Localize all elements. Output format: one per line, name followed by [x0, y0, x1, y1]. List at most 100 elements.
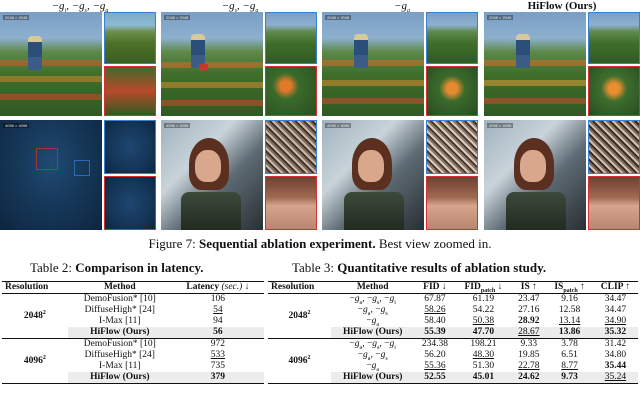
latency-cell: 735 [210, 361, 226, 371]
fid-cell: 58.40 [424, 316, 446, 326]
image-main: 4096 × 4096 [0, 120, 102, 230]
table-row: 40962 −ga, −gs, −gi 234.38 198.21 9.33 3… [268, 338, 638, 366]
column-header-2: −gs, −ga [221, 0, 259, 14]
method-cell: HiFlow (Ours) [330, 372, 415, 384]
fid-cell: 55.39 [414, 327, 456, 339]
header-clip: CLIP ↑ [600, 282, 631, 292]
method-cell: −ga, −gs [357, 305, 388, 317]
column-header-4: HiFlow (Ours) [527, 0, 597, 12]
zoom-inset-bottom [426, 176, 478, 230]
resolution-tag: 2048 × 2048 [3, 15, 30, 20]
is-cell: 19.85 [518, 350, 540, 360]
method-cell: I-Max [11] [99, 316, 141, 326]
fid-patch-cell: 51.30 [472, 361, 495, 371]
is-cell: 24.62 [511, 372, 547, 384]
is-patch-cell: 6.51 [561, 350, 578, 360]
fid-cell: 67.87 [424, 294, 446, 304]
clip-cell: 34.90 [604, 316, 627, 326]
image-main: 4096 × 4096 [161, 120, 263, 230]
table-row: 40962 DemoFusion* [10] 972 [2, 338, 264, 366]
zoom-border-red [265, 66, 317, 116]
table3-title: Table 3: Quantitative results of ablatio… [292, 260, 546, 276]
column-header-3: −ga [394, 0, 410, 14]
caption-label: Figure 7: [148, 236, 196, 251]
column-header-1: −gi, −gs, −ga [51, 0, 109, 14]
resolution-tag: 4096 × 4096 [164, 123, 191, 128]
table-row: −ga 55.36 51.30 22.78 8.77 35.44 [268, 361, 638, 373]
fid-cell: 56.20 [424, 350, 446, 360]
table-row: −ga 58.40 50.38 28.92 13.14 34.90 [268, 316, 638, 328]
table-row-ours: HiFlow (Ours) 56 [2, 327, 264, 339]
image-main: 4096 × 4096 [322, 120, 424, 230]
zoom-border-red [588, 176, 640, 230]
method-cell: HiFlow (Ours) [67, 327, 172, 339]
zoom-border-blue [426, 120, 478, 174]
is-cell: 9.33 [520, 339, 538, 349]
latency-cell: 94 [213, 316, 223, 326]
fid-patch-cell: 47.70 [455, 327, 512, 339]
clip-cell: 34.47 [604, 305, 627, 315]
image-main: 2048 × 2048 [484, 12, 586, 116]
table3: Resolution Method FID ↓ FIDpatch ↓ IS ↑ … [268, 281, 638, 384]
header-resolution: Resolution [5, 282, 49, 292]
table-row: 20482 −ga, −gs, −gi 67.87 61.19 23.47 9.… [268, 294, 638, 321]
resolution-cell: 20482 [23, 309, 46, 321]
figure-caption: Figure 7: Sequential ablation experiment… [0, 236, 640, 252]
method-cell: HiFlow (Ours) [67, 372, 172, 384]
header-latency: Latency (sec.) ↓ [186, 282, 250, 292]
resolution-tag: 4096 × 4096 [325, 123, 352, 128]
table-row: DiffuseHigh* [24] 54 [2, 305, 264, 316]
method-cell: DemoFusion* [10] [83, 339, 156, 349]
figure-row-farmer: 2048 × 2048 2048 × 2048 2048 × 2048 2048… [0, 12, 640, 116]
header-method: Method [103, 282, 136, 292]
zoom-inset-top [426, 12, 478, 64]
fid-patch-cell: 61.19 [472, 294, 495, 304]
is-patch-cell: 13.14 [558, 316, 581, 326]
zoom-inset-top [104, 12, 156, 64]
zoom-border-blue [104, 12, 156, 64]
clip-cell: 34.47 [604, 294, 627, 304]
zoom-border-red [426, 66, 478, 116]
resolution-tag: 2048 × 2048 [164, 15, 191, 20]
header-is: IS ↑ [520, 282, 537, 292]
is-cell: 23.47 [518, 294, 540, 304]
fid-cell: 234.38 [421, 339, 448, 349]
zoom-border-red [588, 66, 640, 116]
table3-label: Table 3: [292, 260, 335, 275]
header-fid-patch: FIDpatch ↓ [464, 282, 503, 294]
header-is-patch: ISpatch ↑ [554, 282, 585, 294]
caption-title: Sequential ablation experiment. [199, 236, 376, 251]
image-main: 2048 × 2048 [0, 12, 102, 116]
zoom-inset-bottom [104, 176, 156, 230]
zoom-inset-top [265, 12, 317, 64]
zoom-border-blue [588, 120, 640, 174]
is-cell: 22.78 [518, 361, 540, 371]
image-main: 4096 × 4096 [484, 120, 586, 230]
zoom-inset-top [265, 120, 317, 174]
header-fid: FID ↓ [423, 282, 447, 292]
zoom-inset-bottom [265, 176, 317, 230]
fid-cell: 58.26 [424, 305, 446, 315]
resolution-cell: 40962 [23, 354, 46, 366]
method-cell: −ga [366, 316, 380, 328]
method-cell: DemoFusion* [10] [83, 294, 156, 304]
roi-box-blue [74, 160, 90, 176]
method-cell: −ga, −gs [357, 350, 388, 362]
is-patch-cell: 9.16 [561, 294, 578, 304]
method-cell: DiffuseHigh* [24] [84, 350, 155, 360]
header-resolution: Resolution [271, 282, 315, 292]
zoom-inset-bottom [588, 66, 640, 116]
latency-cell: 972 [210, 339, 226, 349]
table-row-ours: HiFlow (Ours) 379 [2, 372, 264, 384]
clip-cell: 31.42 [604, 339, 627, 349]
zoom-border-blue [265, 12, 317, 64]
zoom-inset-top [426, 120, 478, 174]
latency-cell: 56 [171, 327, 264, 339]
table2-label: Table 2: [30, 260, 73, 275]
zoom-inset-top [588, 120, 640, 174]
zoom-border-red [265, 176, 317, 230]
zoom-inset-bottom [104, 66, 156, 116]
clip-cell: 35.44 [604, 361, 627, 371]
fid-patch-cell: 198.21 [470, 339, 497, 349]
resolution-tag: 2048 × 2048 [487, 15, 514, 20]
